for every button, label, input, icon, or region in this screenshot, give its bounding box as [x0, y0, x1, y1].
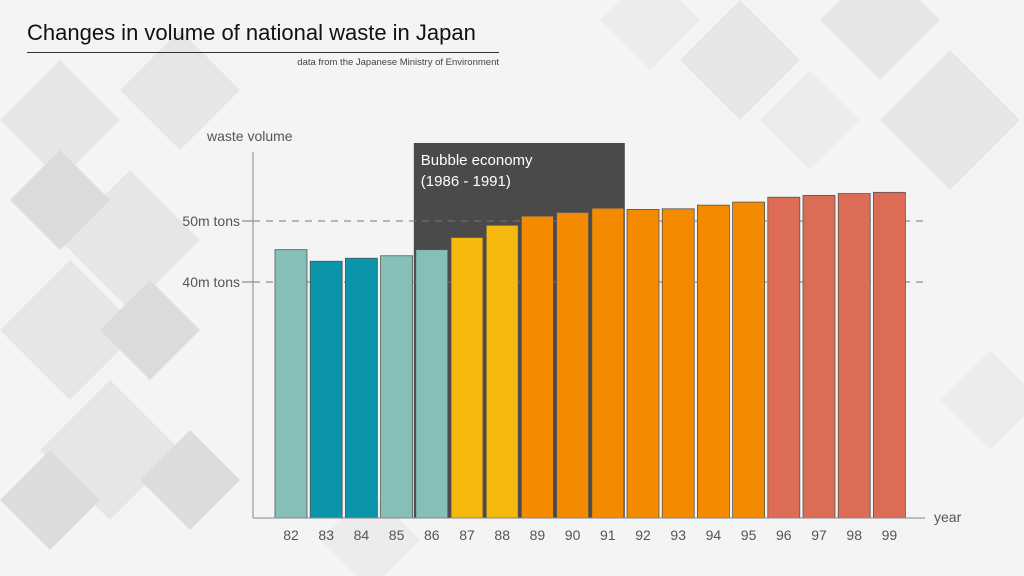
y-tick-label: 40m tons [182, 274, 240, 290]
bar [344, 257, 378, 519]
annotation-period: (1986 - 1991) [421, 173, 511, 190]
x-tick-label: 98 [846, 527, 862, 543]
y-axis-label: waste volume [206, 128, 293, 144]
bar [415, 249, 449, 519]
x-tick-label: 85 [389, 527, 405, 543]
x-tick-label: 89 [530, 527, 546, 543]
y-tick-label: 50m tons [182, 213, 240, 229]
x-tick-label: 91 [600, 527, 616, 543]
bar [626, 209, 660, 519]
x-tick-label: 82 [283, 527, 299, 543]
x-tick-label: 88 [494, 527, 510, 543]
annotation-box [413, 143, 625, 518]
x-tick-label: 99 [882, 527, 898, 543]
bar [380, 255, 414, 519]
x-tick-label: 90 [565, 527, 581, 543]
bar [873, 191, 906, 519]
bar [802, 194, 836, 519]
bar [485, 224, 519, 519]
bar [767, 196, 801, 519]
bar [556, 212, 589, 519]
bar [274, 249, 308, 519]
bar [309, 260, 343, 519]
chart-title: Changes in volume of national waste in J… [27, 20, 499, 53]
chart-subtitle: data from the Japanese Ministry of Envir… [297, 57, 499, 68]
x-tick-label: 95 [741, 527, 757, 543]
x-tick-label: 86 [424, 527, 440, 543]
bar [732, 201, 765, 519]
bar [521, 215, 554, 519]
x-axis-label: year [934, 509, 962, 525]
x-tick-label: 93 [670, 527, 686, 543]
bar [450, 237, 484, 519]
bar [591, 207, 625, 519]
bar [697, 204, 730, 519]
x-tick-label: 97 [811, 527, 827, 543]
x-tick-label: 83 [318, 527, 334, 543]
x-tick-label: 96 [776, 527, 792, 543]
annotation-title: Bubble economy [421, 152, 533, 169]
x-tick-label: 94 [706, 527, 722, 543]
x-tick-label: 87 [459, 527, 475, 543]
x-tick-label: 84 [354, 527, 370, 543]
x-tick-label: 92 [635, 527, 651, 543]
bar [661, 208, 695, 519]
bar [837, 193, 871, 519]
